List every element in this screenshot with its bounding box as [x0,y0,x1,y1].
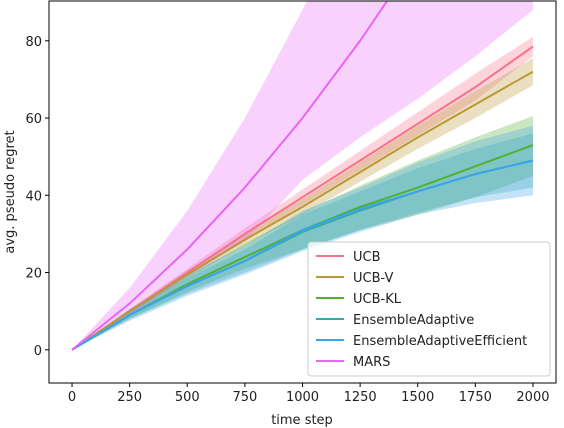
confidence-band [72,125,533,350]
x-axis-label: time step [271,413,333,428]
y-tick-label: 40 [25,189,42,204]
y-axis-label: avg. pseudo regret [3,130,18,253]
line [71,159,534,351]
legend-label: UCB-V [353,271,393,286]
legend-label: MARS [353,355,390,370]
x-tick-label: 750 [232,390,257,405]
x-tick-label: 1000 [286,390,319,405]
x-tick-label: 1500 [401,390,434,405]
legend-label: EnsembleAdaptive [353,313,474,328]
plot-area [71,1,534,351]
x-tick-label: 0 [68,390,76,405]
legend-label: UCB-KL [353,292,402,307]
x-tick-label: 2000 [516,390,549,405]
line [71,70,534,351]
legend-label: UCB [353,250,381,265]
y-tick-label: 20 [25,267,42,282]
legend-box [307,241,551,377]
legend-label: EnsembleAdaptiveEfficient [353,334,527,349]
x-tick-label: 500 [175,390,200,405]
line [71,1,389,351]
x-tick-label: 1250 [344,390,377,405]
x-tick-label: 250 [117,390,142,405]
legend: UCB UCB-V UCB-KL EnsembleAdaptive EnsembleAd… [307,241,551,377]
y-tick-label: 60 [25,112,42,127]
y-tick-label: 0 [34,344,42,359]
confidence-band [72,1,533,350]
y-tick-label: 80 [25,35,42,50]
confidence-band [72,58,533,350]
x-tick-label: 1750 [459,390,492,405]
